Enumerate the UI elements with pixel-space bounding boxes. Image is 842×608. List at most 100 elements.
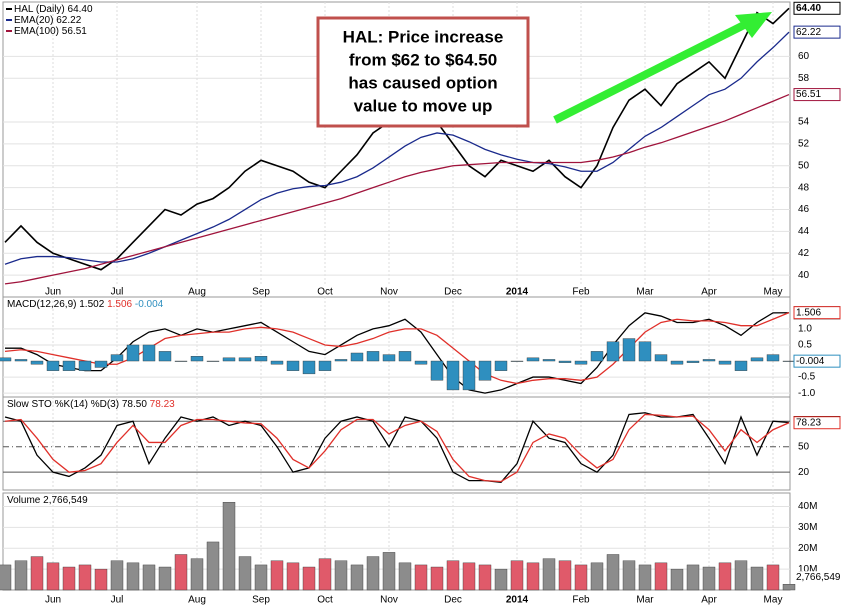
bar <box>398 351 412 362</box>
y-tick-label: 52 <box>798 139 810 150</box>
bar <box>430 360 444 381</box>
bar <box>622 560 636 591</box>
bar <box>318 558 332 591</box>
last-value-box <box>794 571 840 584</box>
bar <box>206 360 220 362</box>
bar <box>398 562 412 591</box>
legend: Volume 2,766,549 <box>7 495 88 506</box>
legend: MACD(12,26,9) 1.502 1.506 -0.004 <box>7 299 164 310</box>
y-tick-label: 60 <box>798 51 810 62</box>
bar <box>606 554 620 591</box>
bar <box>190 356 204 362</box>
arrow <box>553 19 750 124</box>
y-tick-label: 40M <box>798 501 817 512</box>
bar <box>446 560 460 591</box>
legend: HAL (Daily) 64.40 <box>14 4 93 15</box>
last-value-box <box>793 25 841 39</box>
bar <box>766 354 780 362</box>
bar <box>510 560 524 591</box>
bar <box>510 360 524 362</box>
bar <box>590 351 604 362</box>
bar <box>574 360 588 365</box>
arrow-head <box>735 12 772 38</box>
y-tick-label: 10M <box>798 564 817 575</box>
bar <box>750 566 764 591</box>
x-tick-label: 2014 <box>506 287 529 298</box>
x-tick-label: Nov <box>380 595 398 606</box>
bar <box>46 360 60 371</box>
x-tick-label: Mar <box>636 287 654 298</box>
legend: EMA(100) 56.51 <box>14 26 87 37</box>
line <box>4 93 790 285</box>
bar <box>782 360 796 362</box>
x-tick-label: Apr <box>701 595 717 606</box>
bar <box>446 360 460 391</box>
bar <box>78 564 92 591</box>
bar <box>526 562 540 591</box>
bar <box>30 360 44 365</box>
bar <box>334 560 348 591</box>
bar <box>462 562 476 591</box>
bar <box>414 360 428 365</box>
line <box>4 31 790 265</box>
panel <box>2 396 791 491</box>
bar <box>302 360 316 375</box>
bar <box>302 566 316 591</box>
legend-title: Volume <box>7 495 41 506</box>
last-value-box <box>793 416 841 430</box>
legend-value: 64.40 <box>68 4 93 15</box>
annotation: from $62 to $64.50 <box>349 50 497 69</box>
bar <box>382 552 396 591</box>
x-tick-label: Jul <box>111 595 124 606</box>
bar <box>558 360 572 363</box>
line <box>5 312 790 394</box>
bar <box>78 360 92 371</box>
bar <box>622 338 636 362</box>
bar <box>158 566 172 591</box>
y-tick-label: 50 <box>798 441 810 452</box>
bar <box>110 354 124 362</box>
bar <box>14 359 28 362</box>
bar <box>286 360 300 371</box>
bar <box>494 360 508 371</box>
bar <box>702 566 716 591</box>
y-tick-label: 0.5 <box>798 340 812 351</box>
annotation-box <box>316 16 530 128</box>
y-tick-label: -0.5 <box>798 372 816 383</box>
y-tick-label: 58 <box>798 73 810 84</box>
legend-value: 62.22 <box>56 15 81 26</box>
x-tick-label: Dec <box>444 287 462 298</box>
x-tick-label: Apr <box>701 287 717 298</box>
bar <box>638 564 652 591</box>
bar <box>158 351 172 362</box>
last-value: -0.004 <box>796 356 825 367</box>
bar <box>782 584 796 591</box>
legend-value: -0.004 <box>135 299 164 310</box>
legend-name: EMA(100) <box>14 26 59 37</box>
bar <box>494 568 508 591</box>
x-tick-label: May <box>764 287 783 298</box>
bar <box>590 562 604 591</box>
bar <box>0 357 12 362</box>
annotation: value to move up <box>354 96 493 115</box>
panel <box>2 492 791 591</box>
x-tick-label: Oct <box>317 287 333 298</box>
bar <box>462 360 476 391</box>
last-value: 78.23 <box>796 417 821 428</box>
y-tick-label: -1.0 <box>798 388 816 399</box>
bar <box>174 360 188 362</box>
legend: EMA(20) 62.22 <box>14 15 82 26</box>
bar <box>702 359 716 362</box>
x-tick-label: Jul <box>111 287 124 298</box>
annotation: has caused option <box>348 73 497 92</box>
bar <box>142 564 156 591</box>
bar <box>542 558 556 591</box>
bar <box>718 562 732 591</box>
bar <box>766 564 780 591</box>
bar <box>238 357 252 362</box>
line <box>4 413 790 483</box>
bar <box>222 502 236 591</box>
bar <box>750 357 764 362</box>
